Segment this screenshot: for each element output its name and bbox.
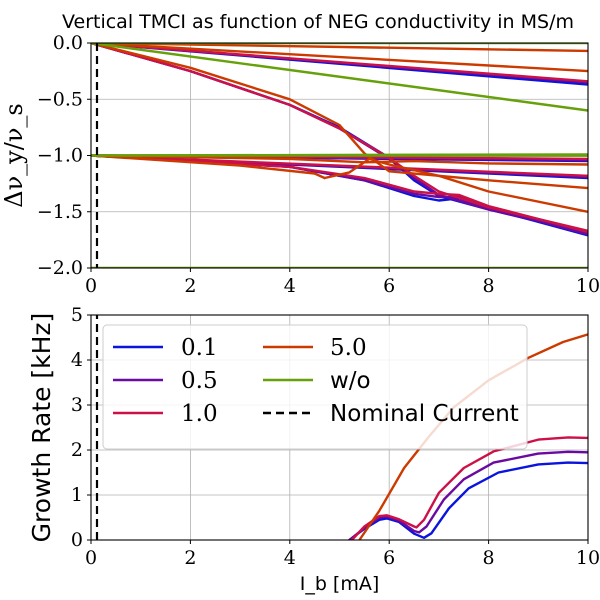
series-line-5.0 (91, 43, 588, 190)
y-tick-label: 2 (71, 439, 83, 461)
series-line-0.5 (91, 43, 588, 234)
x-tick-label: 8 (483, 275, 495, 297)
y-tick-label: 0 (71, 529, 83, 551)
figure-title: Vertical TMCI as function of NEG conduct… (62, 11, 574, 33)
x-tick-label: 4 (284, 547, 296, 569)
series-line-1.0 (350, 436, 588, 540)
x-tick-label: 6 (383, 275, 395, 297)
legend-box (102, 324, 528, 450)
y-tick-label: −1.5 (37, 201, 83, 223)
y-tick-label: −2.0 (37, 257, 83, 279)
bottom-chart: 0 2 4 6 8 10 0 1 2 3 4 5 Growth Rate [kHz] I_b [mA] 0.… (27, 304, 600, 595)
legend: 0.1 0.5 1.0 5.0 w/o Nominal Current (102, 324, 528, 450)
y-tick-label: 0.0 (53, 32, 83, 54)
series-line-5.0 (91, 43, 588, 73)
x-tick-label: 10 (576, 547, 600, 569)
y-tick-label: 5 (71, 304, 83, 326)
legend-label: 0.1 (181, 335, 218, 361)
series-line-0.5 (348, 450, 588, 540)
series-line-1.0 (91, 43, 588, 83)
y-tick-label: −0.5 (37, 88, 83, 110)
legend-label: w/o (330, 368, 371, 394)
y-axis-label: Δν_y/ν_s (0, 103, 28, 207)
x-axis-label: I_b [mA] (300, 573, 380, 595)
series-line-5.0 (91, 43, 588, 53)
axes-frame (90, 314, 589, 541)
legend-label: Nominal Current (330, 401, 519, 427)
legend-label: 0.5 (181, 368, 218, 394)
x-tick-label: 2 (184, 547, 196, 569)
x-tick-label: 8 (483, 547, 495, 569)
y-tick-label: 1 (71, 484, 83, 506)
y-tick-label: 4 (71, 349, 83, 371)
axes-frame (90, 42, 589, 269)
x-tick-label: 6 (383, 547, 395, 569)
series-line-0.1 (91, 43, 588, 235)
series-line-5.0 (91, 154, 326, 180)
y-tick-label: 3 (71, 394, 83, 416)
series-line-0.1 (348, 461, 588, 540)
legend-label: 1.0 (181, 401, 218, 427)
series-line-w-o (91, 43, 588, 112)
x-tick-label: 0 (85, 547, 97, 569)
series-line-1.0 (91, 154, 588, 177)
legend-label: 5.0 (330, 335, 367, 361)
series-line-1.0 (91, 43, 588, 233)
top-chart: 0 2 4 6 8 10 0.0 −0.5 −1.0 −1.5 −2.0 Δν_y/ν_s (0, 32, 600, 297)
series-line-w-o (91, 153, 588, 157)
series-line-1.0 (91, 154, 588, 234)
series-line-5.0 (91, 154, 588, 166)
series-line-5.0 (323, 157, 588, 213)
x-tick-label: 4 (284, 275, 296, 297)
x-tick-label: 0 (85, 275, 97, 297)
y-axis-label: Growth Rate [kHz] (27, 313, 56, 543)
x-tick-label: 10 (576, 275, 600, 297)
x-tick-label: 2 (184, 275, 196, 297)
y-tick-label: −1.0 (37, 145, 83, 167)
